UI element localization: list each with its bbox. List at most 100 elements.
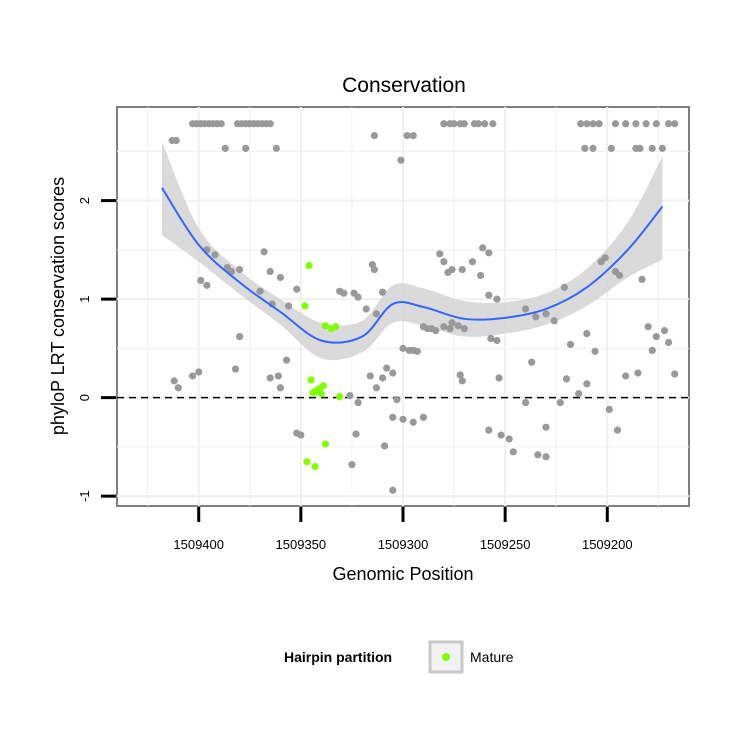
point-other (172, 136, 180, 145)
point-other (454, 322, 462, 330)
point-other (297, 431, 305, 439)
point-other (170, 377, 178, 385)
point-other (632, 120, 640, 128)
point-other (366, 372, 374, 380)
point-other (274, 372, 282, 380)
point-mature (305, 262, 313, 270)
point-other (562, 375, 571, 383)
legend-title: Hairpin partition (284, 649, 392, 665)
smooth-curve (161, 187, 664, 344)
y-tick-label: 2 (77, 197, 92, 204)
point-other (266, 120, 274, 128)
point-other (589, 120, 597, 128)
point-other (195, 368, 203, 376)
point-other (648, 346, 656, 354)
point-other (346, 392, 354, 400)
point-mature (317, 390, 325, 398)
point-other (660, 327, 669, 335)
point-other (211, 251, 219, 259)
point-other (448, 265, 456, 274)
point-other (575, 390, 583, 398)
point-other (642, 120, 650, 128)
point-other (285, 302, 293, 310)
point-other (260, 248, 268, 256)
point-other (378, 288, 387, 296)
x-tick-label: 1509250 (480, 537, 531, 552)
point-other (256, 287, 264, 295)
point-other (583, 329, 591, 338)
point-other (622, 120, 630, 128)
x-tick-label: 1509350 (276, 537, 327, 552)
axes: 1509400 1509350 1509300 1509250 1509200 -1 0 1 2 (77, 197, 633, 552)
point-other (481, 120, 489, 128)
point-other (383, 364, 391, 372)
point-mature (319, 382, 327, 390)
point-other (381, 442, 389, 450)
point-other (354, 398, 362, 407)
point-other (550, 317, 558, 325)
point-other (266, 267, 274, 276)
point-other (485, 249, 493, 257)
point-other (495, 374, 503, 382)
point-mature (311, 462, 319, 471)
point-other (479, 244, 487, 252)
point-other (636, 144, 644, 152)
point-other (664, 338, 673, 347)
point-other (577, 120, 585, 128)
point-other (436, 250, 444, 258)
point-other (566, 340, 575, 349)
point-other (217, 120, 225, 128)
x-tick-label: 1509300 (378, 537, 429, 552)
point-mature (336, 393, 344, 401)
point-other (231, 365, 240, 373)
point-other (276, 273, 285, 282)
point-other (534, 451, 542, 459)
point-other (370, 131, 378, 140)
point-other (432, 327, 440, 335)
x-tick-label: 1509400 (173, 537, 224, 552)
grid-lines (117, 107, 689, 506)
point-other (671, 120, 679, 128)
point-other (648, 144, 656, 152)
point-other (448, 319, 456, 327)
point-mature (321, 440, 329, 448)
point-other (528, 358, 536, 366)
point-other (671, 370, 679, 378)
point-other (477, 271, 485, 280)
x-axis-title: Genomic Position (332, 564, 473, 584)
point-other (440, 120, 448, 128)
y-tick-label: 0 (77, 394, 92, 401)
point-other (372, 310, 381, 318)
point-other (393, 396, 401, 404)
point-other (446, 325, 454, 333)
point-other (542, 310, 550, 318)
point-other (664, 120, 673, 128)
point-other (638, 275, 646, 284)
point-other (485, 426, 493, 434)
chart-title: Conservation (342, 74, 466, 97)
y-axis-title: phyloP LRT conservation scores (48, 177, 68, 435)
point-other (460, 120, 468, 128)
point-other (293, 285, 301, 293)
point-other (372, 384, 381, 392)
y-tick-label: 1 (77, 295, 92, 302)
point-other (403, 131, 411, 140)
point-other (389, 369, 397, 377)
legend: Hairpin partition Mature (284, 640, 514, 674)
point-other (468, 258, 477, 266)
point-other (235, 265, 244, 274)
point-other (458, 265, 466, 274)
point-other (581, 144, 589, 152)
point-other (174, 384, 182, 392)
point-mature (307, 376, 315, 384)
point-other (221, 144, 229, 152)
y-tick-label: -1 (77, 490, 92, 502)
point-other (458, 377, 466, 385)
point-other (583, 380, 591, 388)
point-other (542, 423, 550, 431)
point-other (440, 258, 448, 266)
point-other (652, 332, 660, 341)
data-points (168, 120, 679, 494)
point-other (489, 120, 497, 128)
point-other (493, 336, 501, 345)
